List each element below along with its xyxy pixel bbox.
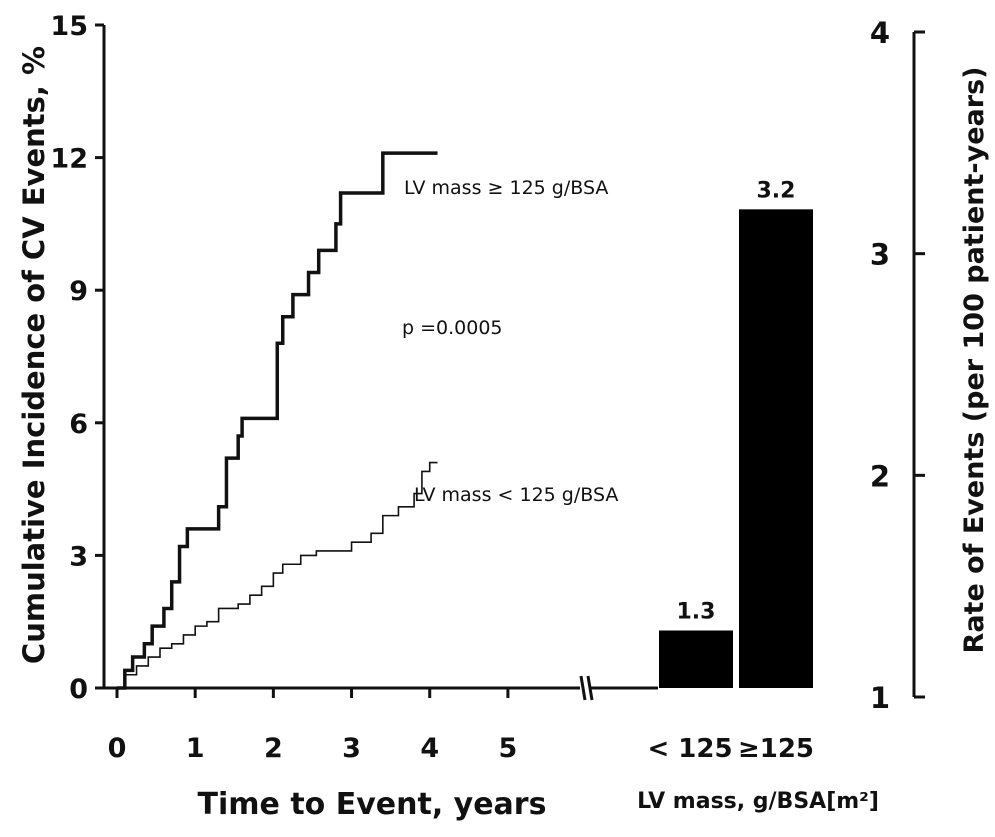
x-axis-title: Time to Event, years: [198, 787, 547, 822]
bar-category-label: < 125: [647, 734, 732, 764]
series-line-high-lv-mass: [117, 151, 438, 690]
y-tick-label: 6: [69, 409, 88, 440]
bar: [739, 209, 813, 689]
x-tick-label: 1: [186, 733, 205, 764]
y-axis-title: Cumulative Incidence of CV Events, %: [17, 46, 51, 664]
bar-y-tick-label: 3: [870, 238, 890, 272]
axis-break-mark: [579, 675, 587, 701]
x-tick-label: 2: [264, 733, 283, 764]
p-value-annotation: p =0.0005: [402, 317, 503, 339]
bar: [659, 630, 733, 688]
bar-y-tick-label: 2: [870, 459, 890, 493]
bar-y-tick-label: 4: [870, 16, 890, 50]
bar-data-label: 3.2: [757, 178, 796, 203]
x-tick-label: 3: [342, 733, 361, 764]
bar-y-axis-title: Rate of Events (per 100 patient-years): [959, 67, 990, 654]
series-label-low-lv-mass: LV mass < 125 g/BSA: [414, 484, 618, 506]
y-tick-label: 3: [69, 541, 88, 572]
bar-x-axis-title: LV mass, g/BSA[m²]: [637, 789, 879, 814]
series-line-low-lv-mass: [117, 461, 438, 689]
bar-category-label: ≥125: [738, 734, 814, 764]
y-tick-label: 12: [50, 144, 88, 175]
x-tick-label: 5: [499, 733, 518, 764]
bar-data-label: 1.3: [677, 600, 716, 625]
bar-y-tick-label: 1: [870, 681, 890, 715]
x-tick-label: 4: [420, 733, 439, 764]
y-tick-label: 9: [69, 276, 88, 307]
y-tick-label: 0: [69, 674, 88, 705]
bar-chart: 1 2 3 4 1.3 < 125 3.2 ≥125: [647, 16, 925, 764]
series-label-high-lv-mass: LV mass ≥ 125 g/BSA: [404, 177, 608, 199]
x-tick-label: 0: [108, 733, 127, 764]
y-tick-label: 15: [50, 11, 88, 42]
axis-break-mark: [586, 675, 594, 701]
